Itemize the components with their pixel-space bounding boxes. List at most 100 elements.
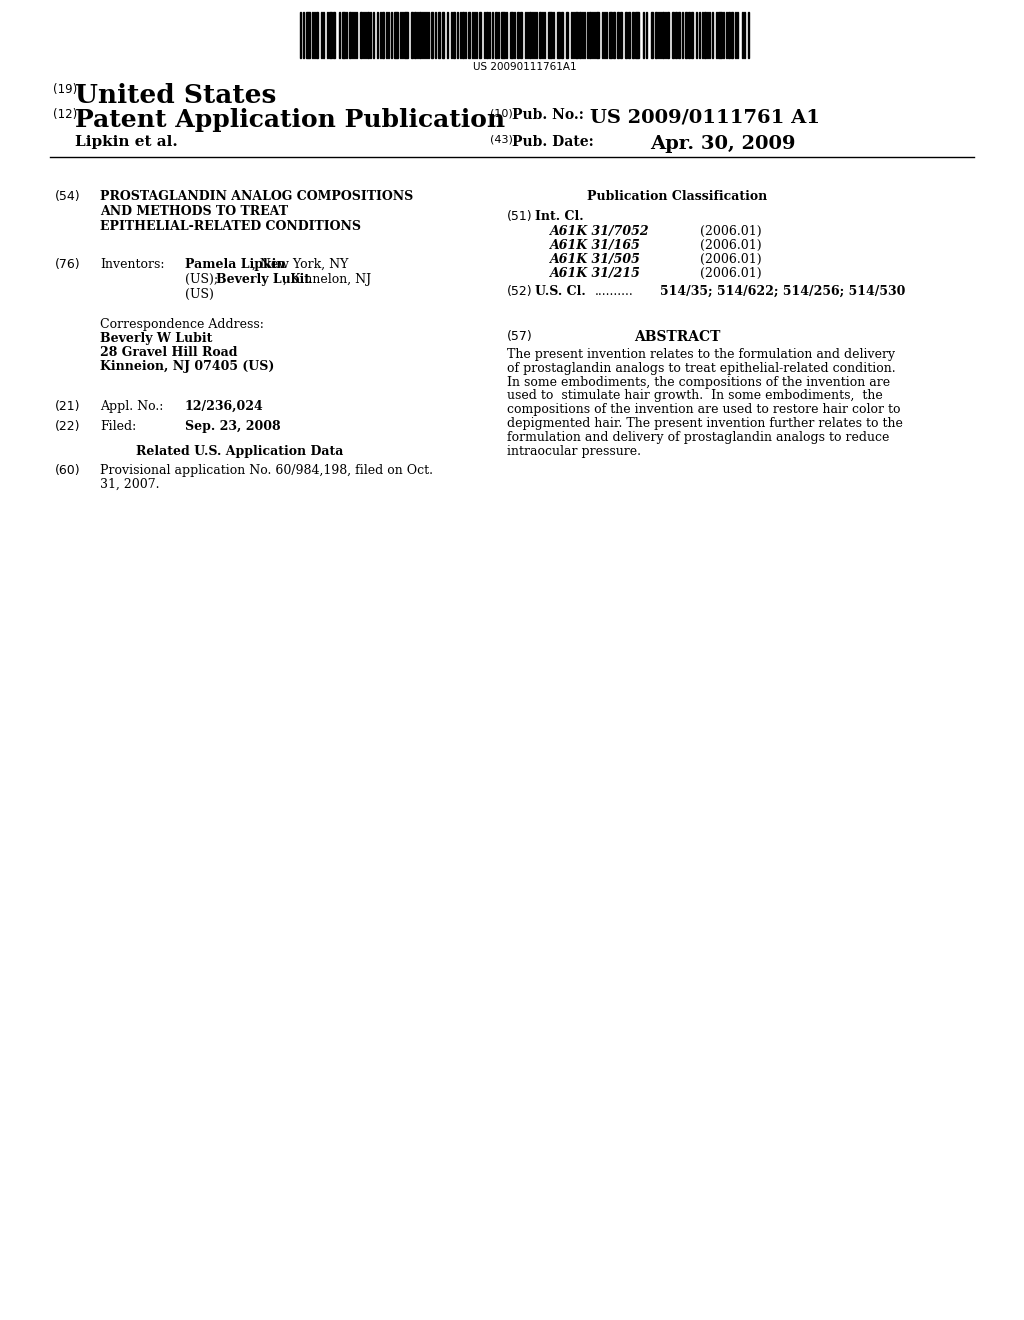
Text: (21): (21)	[55, 400, 81, 413]
Text: In some embodiments, the compositions of the invention are: In some embodiments, the compositions of…	[507, 376, 890, 388]
Bar	[613, 12, 615, 58]
Bar	[495, 12, 497, 58]
Bar	[520, 12, 522, 58]
Text: The present invention relates to the formulation and delivery: The present invention relates to the for…	[507, 348, 895, 360]
Bar	[635, 12, 639, 58]
Text: Kinneion, NJ 07405 (US): Kinneion, NJ 07405 (US)	[100, 360, 274, 374]
Text: (60): (60)	[55, 465, 81, 477]
Bar	[575, 12, 578, 58]
Bar	[566, 12, 568, 58]
Bar	[486, 12, 488, 58]
Bar	[557, 12, 560, 58]
Bar	[333, 12, 335, 58]
Text: Pub. Date:: Pub. Date:	[512, 135, 594, 149]
Text: Related U.S. Application Data: Related U.S. Application Data	[136, 445, 344, 458]
Bar	[462, 12, 464, 58]
Text: Apr. 30, 2009: Apr. 30, 2009	[650, 135, 796, 153]
Bar	[561, 12, 563, 58]
Bar	[675, 12, 677, 58]
Bar	[662, 12, 664, 58]
Bar	[349, 12, 351, 58]
Text: (52): (52)	[507, 285, 532, 298]
Bar	[510, 12, 513, 58]
Bar	[342, 12, 345, 58]
Bar	[651, 12, 653, 58]
Text: Beverly Lubit: Beverly Lubit	[216, 273, 310, 286]
Text: (US): (US)	[185, 288, 214, 301]
Text: Sep. 23, 2008: Sep. 23, 2008	[185, 420, 281, 433]
Text: United States: United States	[75, 83, 276, 108]
Text: PROSTAGLANDIN ANALOG COMPOSITIONS: PROSTAGLANDIN ANALOG COMPOSITIONS	[100, 190, 414, 203]
Bar	[306, 12, 310, 58]
Text: intraocular pressure.: intraocular pressure.	[507, 445, 641, 458]
Text: (54): (54)	[55, 190, 81, 203]
Bar	[579, 12, 581, 58]
Bar	[431, 12, 433, 58]
Bar	[367, 12, 369, 58]
Bar	[655, 12, 657, 58]
Bar	[685, 12, 687, 58]
Text: , New York, NY: , New York, NY	[252, 257, 349, 271]
Text: 514/35; 514/622; 514/256; 514/530: 514/35; 514/622; 514/256; 514/530	[660, 285, 905, 298]
Bar	[453, 12, 455, 58]
Text: (43): (43)	[490, 135, 513, 145]
Text: Patent Application Publication: Patent Application Publication	[75, 108, 505, 132]
Text: 28 Gravel Hill Road: 28 Gravel Hill Road	[100, 346, 238, 359]
Bar	[596, 12, 599, 58]
Bar	[609, 12, 612, 58]
Text: EPITHELIAL-RELATED CONDITIONS: EPITHELIAL-RELATED CONDITIONS	[100, 220, 361, 234]
Text: Inventors:: Inventors:	[100, 257, 165, 271]
Text: Filed:: Filed:	[100, 420, 136, 433]
Text: 12/236,024: 12/236,024	[185, 400, 264, 413]
Bar	[329, 12, 332, 58]
Bar	[479, 12, 481, 58]
Text: A61K 31/215: A61K 31/215	[550, 267, 641, 280]
Bar	[705, 12, 706, 58]
Text: Lipkin et al.: Lipkin et al.	[75, 135, 178, 149]
Text: US 2009/0111761 A1: US 2009/0111761 A1	[590, 108, 820, 125]
Bar	[411, 12, 413, 58]
Bar	[404, 12, 408, 58]
Text: 31, 2007.: 31, 2007.	[100, 478, 160, 491]
Bar	[617, 12, 618, 58]
Text: (19): (19)	[53, 83, 77, 96]
Text: (10): (10)	[490, 108, 513, 117]
Text: (US);: (US);	[185, 273, 222, 286]
Text: (2006.01): (2006.01)	[700, 224, 762, 238]
Bar	[728, 12, 730, 58]
Bar	[501, 12, 505, 58]
Text: Correspondence Address:: Correspondence Address:	[100, 318, 264, 331]
Bar	[589, 12, 591, 58]
Text: of prostaglandin analogs to treat epithelial-related condition.: of prostaglandin analogs to treat epithe…	[507, 362, 896, 375]
Bar	[414, 12, 416, 58]
Bar	[625, 12, 627, 58]
Bar	[529, 12, 531, 58]
Text: (2006.01): (2006.01)	[700, 239, 762, 252]
Bar	[548, 12, 552, 58]
Bar	[731, 12, 733, 58]
Bar	[382, 12, 384, 58]
Text: used to  stimulate hair growth.  In some embodiments,  the: used to stimulate hair growth. In some e…	[507, 389, 883, 403]
Text: , Kinnelon, NJ: , Kinnelon, NJ	[284, 273, 372, 286]
Text: A61K 31/505: A61K 31/505	[550, 253, 641, 267]
Text: A61K 31/7052: A61K 31/7052	[550, 224, 649, 238]
Text: ABSTRACT: ABSTRACT	[634, 330, 720, 345]
Text: Appl. No.:: Appl. No.:	[100, 400, 164, 413]
Bar	[667, 12, 669, 58]
Text: (2006.01): (2006.01)	[700, 267, 762, 280]
Text: depigmented hair. The present invention further relates to the: depigmented hair. The present invention …	[507, 417, 903, 430]
Bar	[632, 12, 634, 58]
Text: (57): (57)	[507, 330, 532, 343]
Text: Pub. No.:: Pub. No.:	[512, 108, 584, 121]
Text: U.S. Cl.: U.S. Cl.	[535, 285, 586, 298]
Bar	[620, 12, 622, 58]
Text: Int. Cl.: Int. Cl.	[535, 210, 584, 223]
Bar	[718, 12, 722, 58]
Text: A61K 31/165: A61K 31/165	[550, 239, 641, 252]
Bar	[628, 12, 630, 58]
Text: ..........: ..........	[595, 285, 634, 298]
Bar	[468, 12, 470, 58]
Text: Beverly W Lubit: Beverly W Lubit	[100, 333, 212, 345]
Bar	[419, 12, 421, 58]
Bar	[394, 12, 398, 58]
